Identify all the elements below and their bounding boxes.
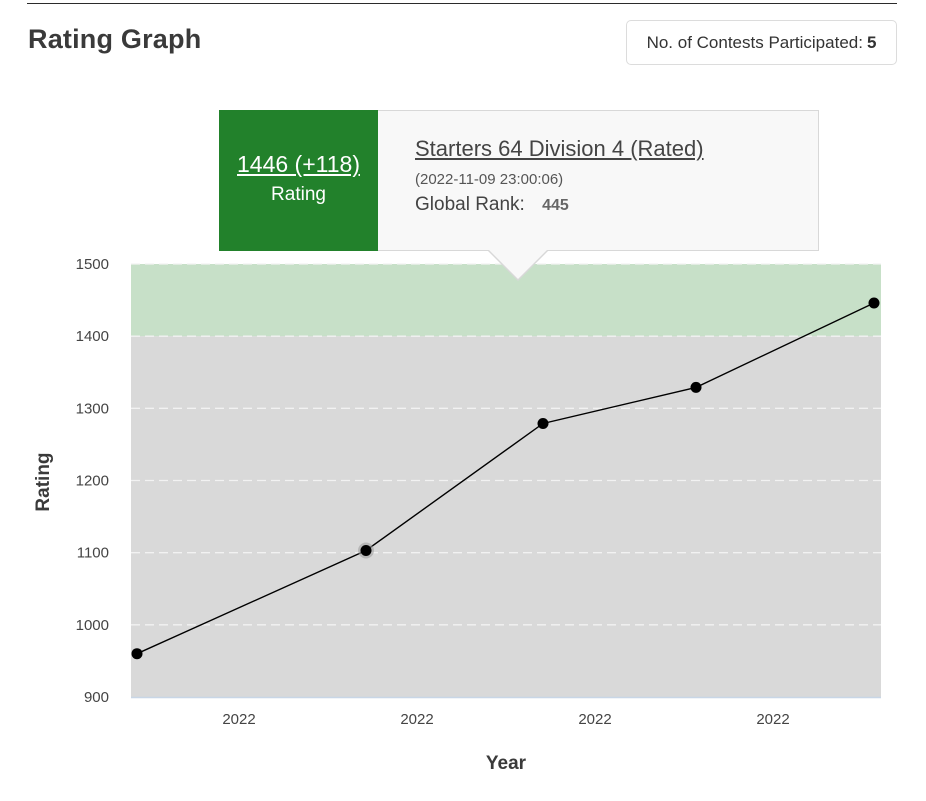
tooltip-rating-value[interactable]: 1446 (+118) <box>237 151 360 177</box>
x-tick-label: 2022 <box>578 711 611 728</box>
y-tick-label: 1200 <box>76 473 109 490</box>
tooltip-rating-panel: 1446 (+118) Rating <box>219 110 378 251</box>
x-axis-label: Year <box>486 753 527 774</box>
y-tick-label: 1400 <box>76 328 109 345</box>
tooltip-info: Starters 64 Division 4 (Rated) (2022-11-… <box>415 136 704 216</box>
contests-count: 5 <box>866 32 877 52</box>
contest-name-link[interactable]: Starters 64 Division 4 (Rated) <box>415 136 704 161</box>
contest-tooltip: 1446 (+118) Rating Starters 64 Division … <box>219 110 819 281</box>
global-rank-label: Global Rank: <box>415 194 525 215</box>
rating-point <box>360 545 372 557</box>
y-tick-label: 1500 <box>76 256 109 273</box>
rating-point <box>868 297 880 309</box>
contests-participated-box: No. of Contests Participated: 5 <box>626 20 897 65</box>
global-rank-value: 445 <box>542 197 569 214</box>
y-axis: 900 1000 1100 1200 1300 1400 1500 <box>76 256 109 706</box>
x-axis: 2022 2022 2022 2022 <box>222 711 789 728</box>
x-tick-label: 2022 <box>756 711 789 728</box>
y-tick-label: 1100 <box>77 545 109 562</box>
rating-point <box>690 381 702 393</box>
rating-series <box>131 297 880 660</box>
y-tick-label: 900 <box>84 689 109 706</box>
tooltip-caret <box>489 250 547 279</box>
grid-lines <box>131 263 881 699</box>
rating-band-0 <box>131 336 881 697</box>
page-title: Rating Graph <box>28 24 202 54</box>
rating-point <box>131 648 143 660</box>
y-axis-label: Rating <box>33 452 54 511</box>
rating-point <box>537 417 549 429</box>
y-tick-label: 1000 <box>76 617 109 634</box>
x-tick-label: 2022 <box>400 711 433 728</box>
top-divider <box>27 3 897 4</box>
contest-date: (2022-11-09 23:00:06) <box>415 171 564 188</box>
global-rank-row: Global Rank: 445 <box>415 194 704 216</box>
contests-label: No. of Contests Participated: <box>646 32 863 52</box>
y-tick-label: 1300 <box>76 400 109 417</box>
tooltip-rating-label: Rating <box>271 184 326 205</box>
x-tick-label: 2022 <box>222 711 255 728</box>
